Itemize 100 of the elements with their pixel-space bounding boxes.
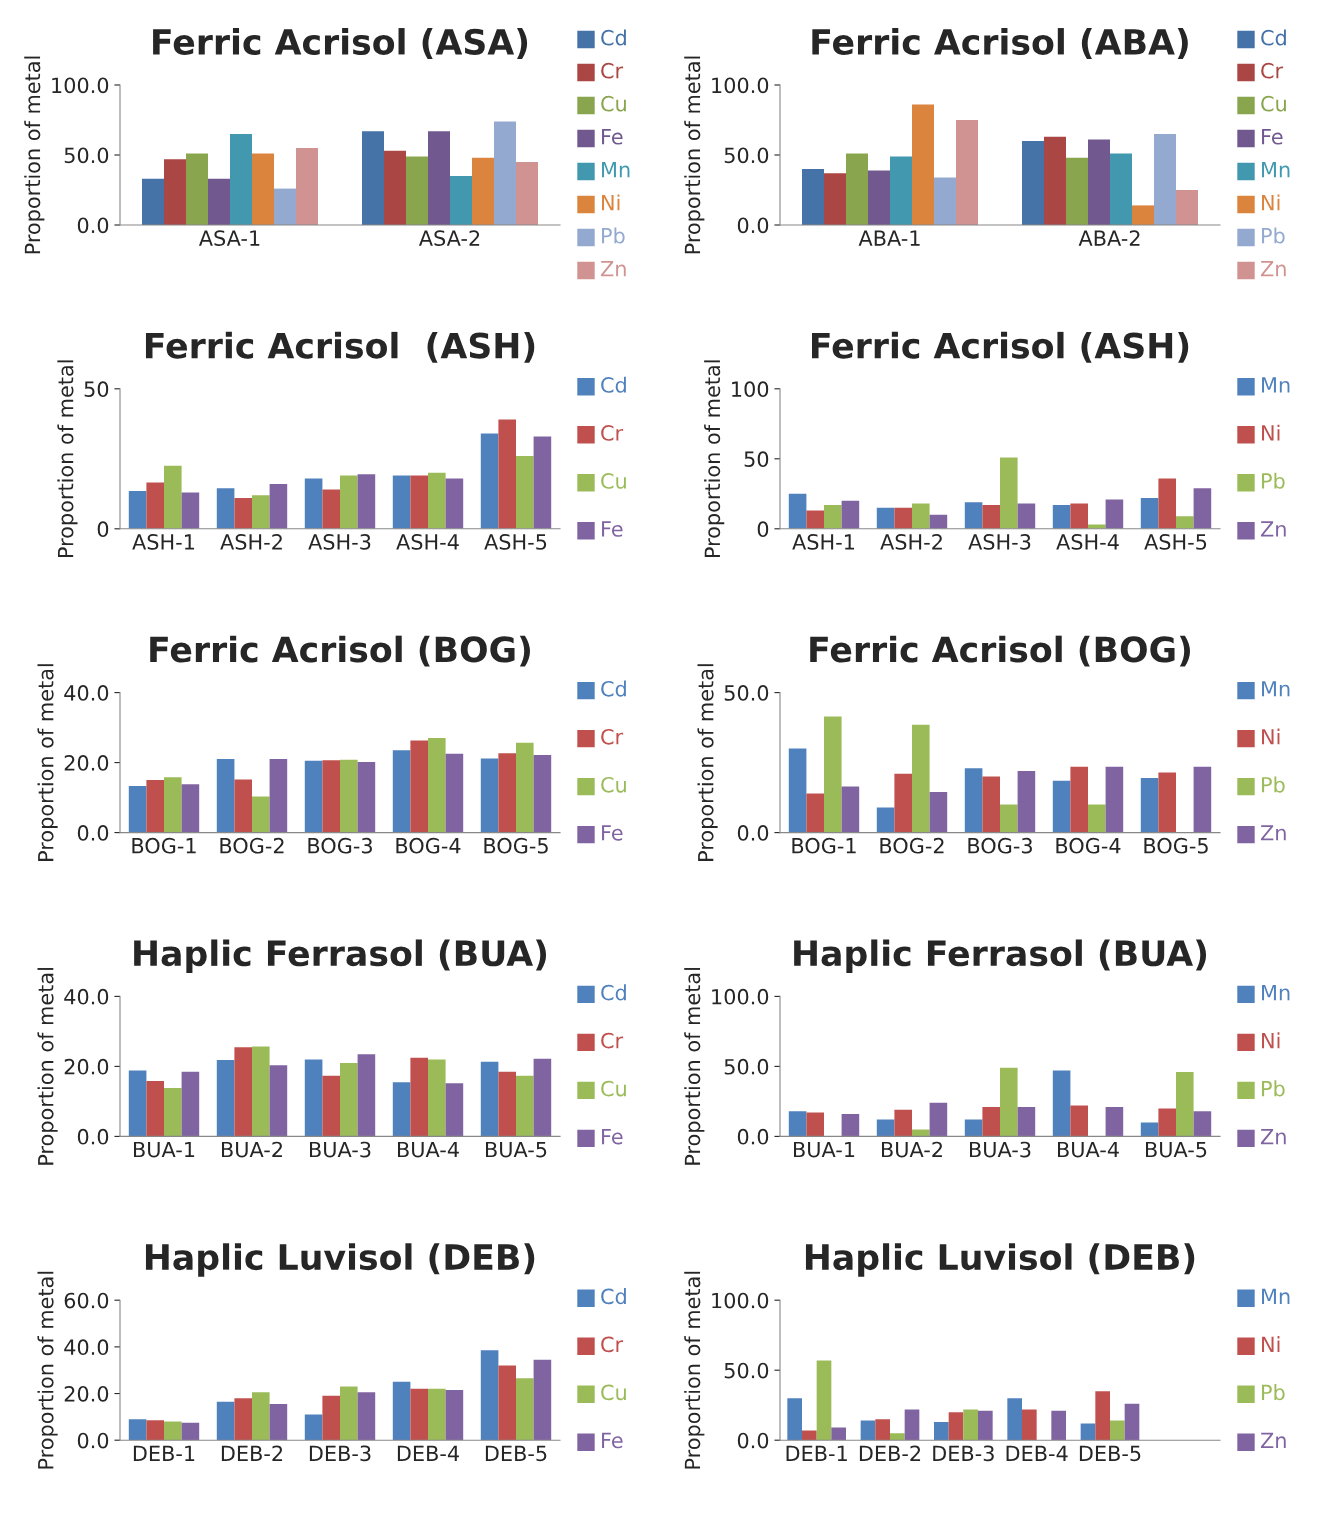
- legend-label: Cu: [601, 473, 626, 489]
- bar: [788, 748, 807, 833]
- bar: [164, 777, 182, 833]
- bar: [787, 1398, 802, 1441]
- x-tick-label: ABA-1: [858, 230, 920, 246]
- bar: [1088, 139, 1110, 225]
- bar: [216, 759, 235, 833]
- bar: [428, 1388, 446, 1441]
- bar: [841, 1114, 860, 1137]
- y-tick-label: 0: [97, 521, 109, 538]
- bar: [904, 1409, 920, 1441]
- chart-title: Haplic Luvisol (DEB): [145, 1243, 535, 1277]
- bar: [498, 753, 516, 833]
- bar: [142, 178, 164, 225]
- bar: [392, 475, 411, 529]
- text: Cd: [601, 984, 626, 1001]
- bar: [480, 1350, 499, 1441]
- bar: [1052, 505, 1071, 529]
- bar: [498, 1071, 516, 1137]
- y-axis-title: Proportion of metal: [697, 664, 718, 861]
- legend-label: Fe: [602, 1128, 623, 1145]
- bar: [164, 1421, 182, 1441]
- bar: [128, 1070, 147, 1137]
- y-axis-title: Proportion of metal: [684, 56, 705, 254]
- y-tick-label: 0.0: [737, 825, 769, 841]
- bar: [1158, 1108, 1176, 1137]
- bar: [181, 784, 200, 833]
- bar: [208, 178, 230, 225]
- bar: [445, 478, 464, 529]
- bar: [164, 1088, 182, 1137]
- legend-label: Mn: [1262, 162, 1290, 178]
- bar: [1017, 1107, 1036, 1137]
- bar: [831, 1427, 846, 1441]
- bar: [357, 1392, 376, 1441]
- x-tick-label: ASH-1: [132, 534, 195, 550]
- legend-label: Cr: [601, 62, 624, 79]
- text: Mn: [1262, 984, 1290, 1001]
- bar: [304, 1059, 323, 1137]
- bar: [1080, 1423, 1096, 1441]
- legend-label: Zn: [1260, 1128, 1286, 1145]
- bar: [1105, 1107, 1124, 1137]
- y-axis-title: Proportion of metal: [37, 1271, 58, 1469]
- x-tick-label: ASA-1: [198, 230, 260, 246]
- x-tick-label: ABA-2: [1078, 230, 1140, 246]
- bar: [1000, 804, 1018, 833]
- bar: [912, 724, 930, 833]
- bar: [216, 1060, 235, 1137]
- y-tick-label: 40.0: [64, 988, 109, 1005]
- x-tick-label: BUA-2: [222, 1141, 282, 1158]
- y-axis-title: Proportion of metal: [704, 360, 725, 558]
- bar: [1070, 766, 1088, 833]
- bar: [1140, 1122, 1159, 1137]
- y-tick-label: 20.0: [64, 755, 109, 771]
- bar: [128, 786, 147, 833]
- legend-label: Mn: [1262, 377, 1290, 393]
- legend-label: Cu: [601, 95, 626, 112]
- bar: [1095, 1391, 1110, 1441]
- y-tick-label: 50.0: [64, 147, 109, 164]
- bar: [252, 153, 274, 225]
- legend-label: Pb: [1262, 472, 1285, 489]
- y-tick-label: 0.0: [77, 825, 109, 841]
- bar: [1154, 134, 1176, 225]
- legend-label: Pb: [1262, 776, 1285, 793]
- text: Cd: [601, 680, 626, 697]
- bar: [128, 491, 147, 529]
- bar: [410, 475, 428, 529]
- bar: [876, 807, 895, 833]
- bar: [964, 1119, 983, 1137]
- bar: [1124, 1403, 1140, 1441]
- legend-label: Cu: [1261, 95, 1286, 112]
- x-tick-label: ASH-2: [220, 534, 282, 550]
- bar: [428, 1059, 446, 1137]
- x-tick-label: BOG-5: [484, 837, 548, 854]
- y-tick-label: 0: [757, 521, 769, 538]
- text: Ni: [1262, 1336, 1280, 1352]
- text: Ni: [1262, 1032, 1280, 1049]
- bar: [788, 493, 807, 529]
- bar: [480, 433, 499, 529]
- x-tick-label: BUA-3: [970, 1141, 1031, 1158]
- bar: [252, 1046, 270, 1137]
- bar: [948, 1412, 964, 1441]
- bar: [216, 1401, 235, 1441]
- bar: [428, 131, 450, 225]
- legend-label: Cd: [601, 376, 626, 393]
- bar: [934, 177, 956, 225]
- bar: [912, 503, 930, 529]
- bar: [445, 753, 464, 833]
- bar: [1193, 488, 1212, 529]
- bar: [252, 495, 270, 529]
- chart-title: Ferric Acrisol (ASH): [812, 331, 1189, 363]
- y-tick-label: 100.0: [712, 1292, 769, 1309]
- y-tick-label: 0.0: [737, 1432, 769, 1449]
- bar: [1176, 516, 1194, 529]
- bar: [164, 159, 186, 225]
- bar: [428, 738, 446, 833]
- x-tick-label: DEB-3: [933, 1445, 994, 1462]
- y-axis-title: Proportion of metal: [24, 56, 45, 254]
- bar: [929, 792, 948, 833]
- bar: [802, 1430, 817, 1441]
- chart-title: Haplic Luvisol (DEB): [805, 1243, 1195, 1277]
